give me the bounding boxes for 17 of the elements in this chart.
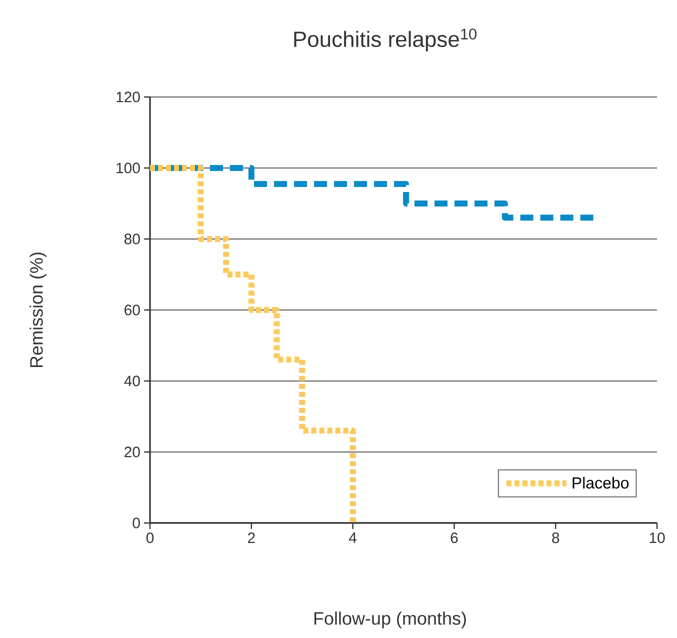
legend-label: Placebo	[572, 476, 629, 489]
y-tick-label: 20	[124, 446, 140, 458]
chart-title: Pouchitis relapse$^{10}$	[294, 28, 476, 52]
x-tick-label: 10	[650, 532, 665, 544]
x-tick-label: 8	[552, 532, 560, 544]
x-tick-label: 4	[348, 532, 357, 543]
x-tick-label: 6	[450, 532, 458, 544]
x-tick-label: 2	[248, 532, 255, 543]
x-tick-label: 0	[146, 532, 154, 544]
y-tick-label: 120	[116, 92, 140, 102]
x-axis-title: Follow-up (months)	[314, 612, 466, 628]
y-tick-label: 40	[124, 376, 140, 386]
y-tick-label: 60	[124, 304, 140, 316]
y-tick-label: 80	[124, 234, 140, 244]
y-tick-label: 0	[132, 518, 140, 528]
y-tick-label: 100	[116, 162, 140, 174]
y-axis-title: Remission (%)	[30, 252, 46, 368]
